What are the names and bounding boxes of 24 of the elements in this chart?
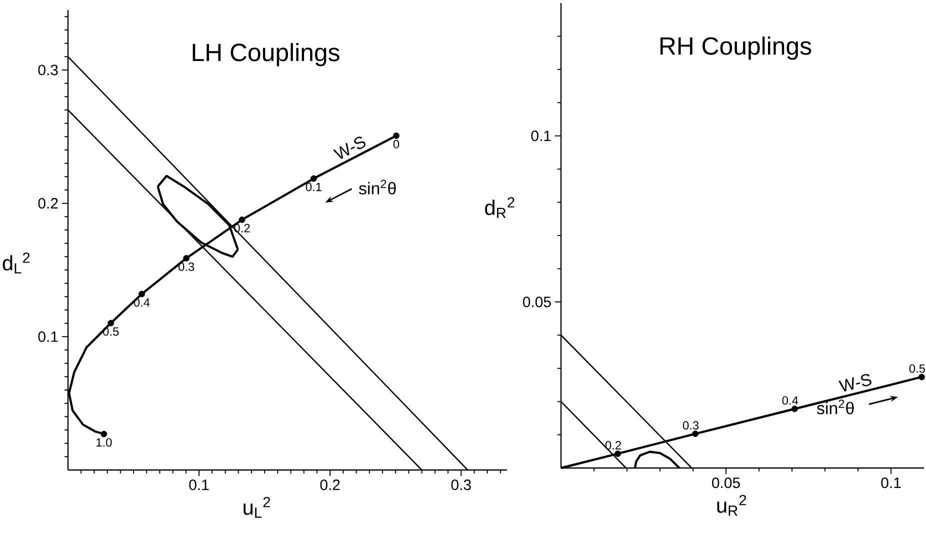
x-tick-label: 0.1 — [881, 478, 901, 488]
text: RH Couplings — [660, 36, 812, 60]
x-tick-label: 0.1 — [189, 480, 209, 490]
text: LH Couplings — [192, 43, 340, 66]
annotation: 0.1 — [306, 182, 322, 192]
annotation: 0 — [393, 140, 400, 148]
x-tick-label: 0.3 — [451, 480, 471, 490]
y-tick-label: 0.3 — [38, 64, 58, 76]
x-axis-title: u$_{R}$2 — [717, 494, 746, 516]
y-axis-title: d$_{R}$2 — [485, 197, 514, 218]
x-tick-label: 0.05 — [712, 478, 740, 488]
annotation: 1.0 — [96, 438, 112, 447]
text: W-S — [333, 136, 366, 159]
x-axis-title: u$_{L}$2 — [244, 496, 270, 518]
annotation: sin$^{2}$θ — [816, 400, 854, 414]
y-tick-label: 0.2 — [38, 198, 58, 209]
annotation: sin$^{2}$θ — [358, 180, 396, 194]
annotation: 0.4 — [782, 396, 798, 405]
y-axis-title: d$_{L}$2 — [2, 252, 30, 274]
text: W-S — [838, 374, 872, 392]
annotation: 0.3 — [682, 421, 699, 430]
y-tick-label: 0.1 — [38, 331, 58, 342]
annotation: 0.5 — [909, 364, 925, 373]
x-tick-label: 0.2 — [320, 480, 340, 490]
